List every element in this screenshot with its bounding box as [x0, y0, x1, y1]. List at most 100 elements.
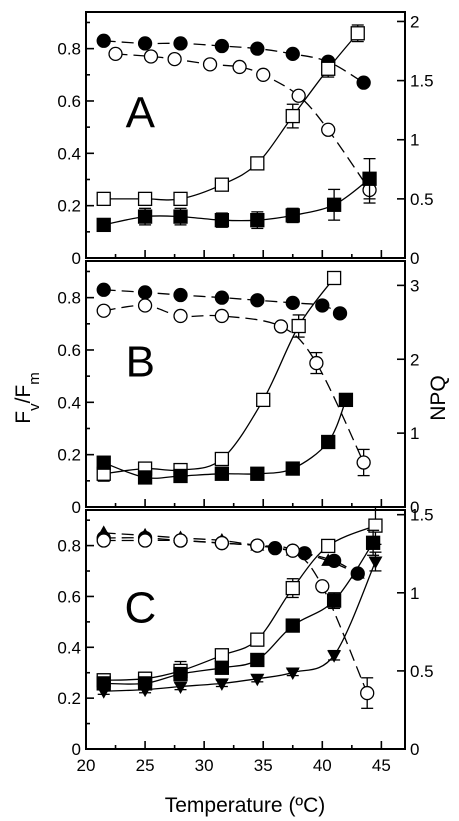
data-point — [137, 36, 153, 51]
series-open-circle — [96, 533, 375, 709]
data-point — [285, 461, 300, 476]
data-point — [96, 686, 111, 699]
data-point — [321, 61, 336, 76]
data-point — [267, 540, 283, 556]
x-tick-label: 20 — [77, 756, 96, 775]
data-point — [326, 197, 342, 212]
plot-frame — [85, 260, 406, 508]
series-filled-square — [96, 158, 377, 233]
data-point — [173, 666, 188, 682]
series-filled-circle — [96, 33, 371, 90]
x-tick-label: 40 — [313, 756, 332, 775]
data-point — [137, 533, 153, 548]
data-point — [285, 108, 300, 124]
data-point — [137, 285, 153, 300]
data-point — [285, 618, 300, 633]
plot-frame — [85, 11, 406, 259]
series-filled-square — [96, 529, 381, 691]
y-left-tick-label: 0.2 — [57, 689, 81, 708]
y-right-tick-label: 2 — [410, 350, 419, 369]
y-left-tick-label: 0.6 — [57, 92, 81, 111]
series-filled-circle — [96, 530, 365, 581]
data-point — [173, 308, 188, 324]
y-right-tick-label: 0.5 — [410, 190, 434, 209]
data-point — [138, 684, 153, 698]
data-point — [285, 580, 300, 596]
panel-letter: C — [124, 583, 156, 632]
data-point — [297, 546, 312, 561]
x-tick-label: 45 — [372, 756, 391, 775]
data-point — [291, 318, 306, 334]
series-line — [115, 53, 371, 191]
data-point — [365, 535, 381, 550]
y-left-tick-label: 0.4 — [57, 638, 81, 657]
data-point — [214, 660, 230, 675]
data-point — [350, 26, 365, 41]
data-point — [338, 392, 354, 408]
data-point — [332, 306, 348, 321]
data-point — [214, 648, 230, 663]
series-filled-triangle-down — [96, 551, 383, 699]
y-left-tick-label: 0.8 — [57, 289, 81, 308]
data-point — [250, 41, 265, 56]
data-point — [96, 217, 111, 233]
data-point — [250, 632, 265, 647]
data-point — [137, 470, 153, 485]
panel-letter: B — [126, 338, 155, 387]
x-tick-label: 30 — [195, 756, 214, 775]
data-point — [250, 293, 265, 308]
data-point — [173, 681, 188, 695]
data-point — [321, 434, 336, 450]
y-right-tick-label: 1 — [410, 584, 419, 603]
data-point — [250, 538, 265, 553]
data-point — [96, 303, 111, 318]
y-right-tick-label: 0.5 — [410, 662, 434, 681]
y-right-tick-label: 1 — [410, 131, 419, 150]
y-right-tick-label: 0 — [410, 498, 419, 517]
plot-frame — [85, 509, 406, 750]
data-point — [309, 355, 324, 371]
y-left-tick-label: 0 — [72, 498, 81, 517]
y-axis-left-title: Fv/Fm — [12, 372, 43, 424]
y-left-tick-label: 0.2 — [57, 446, 81, 465]
data-point — [214, 213, 230, 228]
y-left-tick-label: 0.8 — [57, 537, 81, 556]
data-point — [250, 156, 265, 171]
data-point — [96, 33, 111, 48]
y-left-tick-label: 0 — [72, 740, 81, 759]
data-point — [368, 518, 383, 533]
data-point — [137, 209, 153, 224]
data-point — [326, 270, 342, 286]
data-point — [250, 213, 265, 228]
data-point — [321, 538, 336, 554]
y-right-tick-label: 3 — [410, 276, 419, 295]
data-point — [173, 209, 188, 224]
data-point — [214, 535, 230, 551]
y-left-tick-label: 0.6 — [57, 587, 81, 606]
x-tick-label: 35 — [254, 756, 273, 775]
y-right-tick-label: 1.5 — [410, 506, 434, 525]
data-point — [285, 295, 300, 311]
data-point — [202, 57, 218, 72]
data-point — [214, 38, 230, 54]
panel-b: 0 0.2 0.4 0.6 0.8 0 1 2 3 B — [57, 260, 419, 517]
data-point — [173, 468, 188, 484]
data-point — [214, 451, 230, 467]
panel-c: 0 0.2 0.4 0.6 0.8 0 0.5 1 1.5 C 20 25 30 35 40 45 — [57, 506, 433, 775]
data-point — [214, 290, 230, 305]
data-point — [143, 49, 159, 64]
series-open-square — [96, 24, 365, 207]
data-point — [214, 177, 230, 192]
data-point — [96, 455, 111, 470]
x-tick-label: 25 — [136, 756, 155, 775]
data-point — [167, 51, 182, 67]
data-point — [96, 533, 111, 548]
y-left-tick-label: 0.4 — [57, 144, 81, 163]
y-left-tick-label: 0.8 — [57, 40, 81, 59]
data-point — [137, 191, 153, 207]
data-point — [285, 208, 300, 223]
data-point — [326, 593, 342, 608]
data-point — [285, 667, 300, 680]
data-point — [232, 59, 247, 75]
data-point — [214, 308, 230, 324]
